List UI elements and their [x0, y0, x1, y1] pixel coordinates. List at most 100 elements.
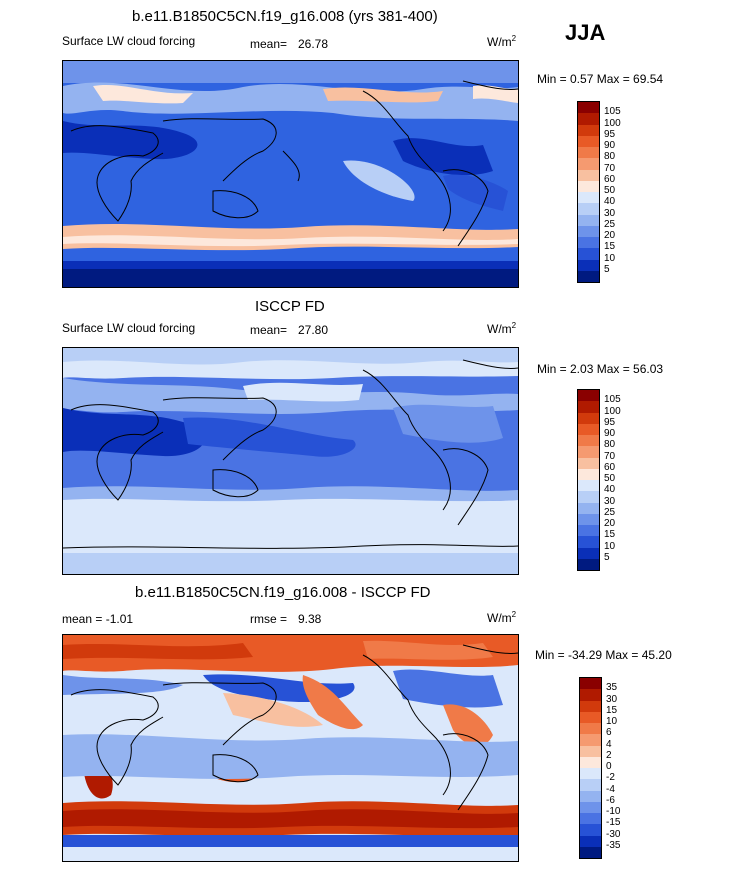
- colorbar-tick-label: 95: [604, 128, 616, 140]
- panel-1-title: b.e11.B1850C5CN.f19_g16.008 (yrs 381-400…: [132, 8, 438, 25]
- colorbar-segment: [578, 480, 599, 492]
- colorbar-segment: [580, 756, 601, 768]
- colorbar-tick-label: 25: [604, 218, 616, 230]
- colorbar-tick-label: 60: [604, 461, 616, 473]
- panel-2-mean-label: mean=: [250, 323, 288, 337]
- colorbar-tick-label: 10: [604, 252, 616, 264]
- colorbar-tick-label: -30: [606, 828, 621, 840]
- colorbar-tick-label: 5: [604, 551, 610, 563]
- colorbar-tick-label: 5: [604, 263, 610, 275]
- panel-2-colorbar: [577, 389, 600, 571]
- panel-1-units: W/m2: [487, 34, 517, 49]
- colorbar-tick-label: 15: [604, 529, 616, 541]
- colorbar-tick-label: 4: [606, 738, 612, 750]
- colorbar-tick-label: 80: [604, 439, 616, 451]
- panel-2-units: W/m2: [487, 321, 517, 336]
- colorbar-tick-label: 30: [606, 693, 618, 705]
- colorbar-tick-label: 105: [604, 106, 621, 118]
- colorbar-segment: [578, 147, 599, 159]
- colorbar-tick-label: -10: [606, 806, 621, 817]
- colorbar-tick-label: -35: [606, 839, 621, 851]
- panel-1-variable-label: Surface LW cloud forcing: [62, 34, 196, 48]
- colorbar-tick-label: 40: [604, 196, 616, 208]
- panel-2-title: ISCCP FD: [255, 298, 325, 315]
- panel-2-map-field: [63, 348, 518, 574]
- colorbar-segment: [578, 502, 599, 514]
- colorbar-tick-label: 90: [604, 140, 616, 151]
- colorbar-segment: [578, 259, 599, 271]
- panel-3-units: W/m2: [487, 610, 517, 625]
- colorbar-segment: [578, 468, 599, 480]
- colorbar-segment: [578, 525, 599, 537]
- colorbar-tick-label: 15: [606, 704, 618, 716]
- colorbar-segment: [580, 723, 601, 735]
- colorbar-segment: [578, 412, 599, 424]
- colorbar-segment: [578, 390, 599, 402]
- colorbar-tick-label: -15: [606, 817, 621, 829]
- colorbar-segment: [580, 779, 601, 791]
- panel-1-map-field: [63, 61, 518, 287]
- panel-2-variable-label: Surface LW cloud forcing: [62, 321, 196, 335]
- colorbar-segment: [578, 513, 599, 525]
- colorbar-tick-label: 80: [604, 151, 616, 163]
- colorbar-tick-label: 100: [604, 117, 621, 129]
- colorbar-tick-label: 105: [604, 394, 621, 406]
- panel-3-map: [62, 634, 519, 862]
- panel-2-mean-value: 27.80: [298, 323, 329, 337]
- colorbar-segment: [578, 225, 599, 237]
- panel-3-map-field: [63, 635, 518, 861]
- colorbar-tick-label: 50: [604, 185, 616, 196]
- colorbar-tick-label: 15: [604, 241, 616, 253]
- colorbar-segment: [578, 180, 599, 192]
- colorbar-segment: [578, 124, 599, 136]
- colorbar-tick-label: 40: [604, 484, 616, 496]
- colorbar-tick-label: -2: [606, 772, 615, 784]
- colorbar-segment: [580, 768, 601, 780]
- colorbar-segment: [580, 711, 601, 723]
- colorbar-segment: [578, 435, 599, 447]
- colorbar-segment: [578, 558, 599, 570]
- panel-3-minmax: Min = -34.29 Max = 45.20: [535, 648, 672, 662]
- colorbar-tick-label: 10: [606, 716, 618, 727]
- colorbar-tick-label: 70: [604, 162, 616, 174]
- colorbar-segment: [580, 824, 601, 836]
- colorbar-segment: [578, 214, 599, 226]
- colorbar-tick-label: 30: [604, 207, 616, 219]
- colorbar-segment: [578, 270, 599, 282]
- panel-1-colorbar: [577, 101, 600, 283]
- colorbar-tick-label: 50: [604, 473, 616, 484]
- colorbar-segment: [578, 457, 599, 469]
- colorbar-tick-label: 90: [604, 428, 616, 439]
- colorbar-segment: [578, 423, 599, 435]
- colorbar-tick-label: 6: [606, 727, 612, 739]
- panel-3-colorbar: [579, 677, 602, 859]
- colorbar-segment: [580, 835, 601, 847]
- panel-3-mean-label: mean = -1.01: [62, 612, 134, 626]
- colorbar-segment: [578, 158, 599, 170]
- colorbar-segment: [580, 678, 601, 690]
- colorbar-segment: [578, 192, 599, 204]
- colorbar-segment: [578, 102, 599, 114]
- colorbar-segment: [580, 790, 601, 802]
- colorbar-segment: [578, 237, 599, 249]
- colorbar-tick-label: 30: [604, 495, 616, 507]
- colorbar-segment: [578, 401, 599, 413]
- colorbar-segment: [580, 689, 601, 701]
- colorbar-segment: [578, 135, 599, 147]
- colorbar-tick-label: 100: [604, 405, 621, 417]
- colorbar-segment: [578, 536, 599, 548]
- colorbar-tick-label: 60: [604, 173, 616, 185]
- panel-1-minmax: Min = 0.57 Max = 69.54: [537, 72, 664, 86]
- colorbar-tick-label: 95: [604, 416, 616, 428]
- colorbar-tick-label: 10: [604, 540, 616, 552]
- colorbar-segment: [578, 491, 599, 503]
- colorbar-tick-label: 20: [604, 518, 616, 529]
- colorbar-tick-label: 20: [604, 230, 616, 241]
- colorbar-segment: [580, 846, 601, 858]
- colorbar-segment: [578, 169, 599, 181]
- panel-2-minmax: Min = 2.03 Max = 56.03: [537, 362, 664, 376]
- colorbar-tick-label: -6: [606, 794, 615, 806]
- colorbar-tick-label: 2: [606, 749, 612, 761]
- colorbar-segment: [580, 801, 601, 813]
- panel-3-rmse-label: rmse =: [250, 612, 288, 626]
